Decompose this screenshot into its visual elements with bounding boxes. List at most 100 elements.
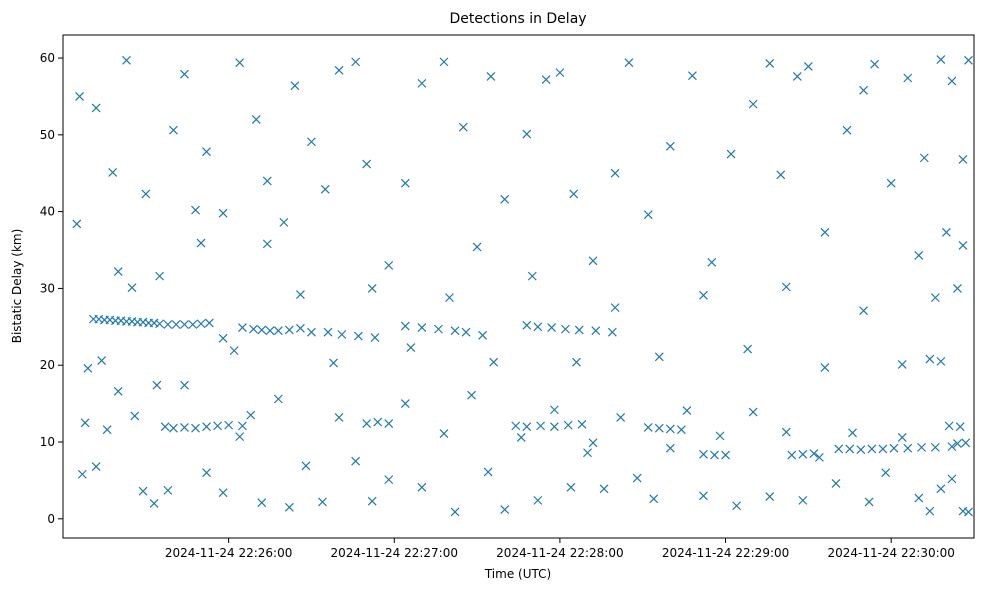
- data-point: [781, 427, 791, 437]
- data-point: [936, 55, 946, 64]
- data-point: [417, 323, 427, 333]
- data-point: [362, 159, 372, 169]
- data-point: [500, 194, 510, 204]
- data-point: [160, 422, 170, 432]
- data-point: [563, 420, 573, 430]
- data-point: [367, 496, 377, 506]
- data-point: [588, 438, 598, 448]
- data-point: [961, 438, 971, 448]
- data-point: [814, 452, 824, 462]
- data-point: [699, 491, 708, 501]
- data-point: [113, 386, 123, 396]
- data-point: [461, 327, 471, 337]
- data-point: [439, 429, 449, 438]
- data-point: [687, 71, 697, 81]
- data-point: [569, 189, 579, 199]
- data-point: [290, 81, 300, 91]
- data-point: [180, 380, 189, 390]
- data-point: [577, 419, 587, 429]
- data-point: [607, 327, 617, 337]
- data-point: [574, 325, 584, 335]
- data-point: [113, 267, 123, 276]
- data-point: [897, 432, 907, 442]
- data-point: [434, 324, 443, 334]
- data-point: [944, 421, 954, 431]
- data-point: [235, 58, 245, 68]
- data-point: [155, 271, 165, 281]
- data-point: [856, 445, 866, 455]
- data-point: [458, 122, 468, 132]
- data-point: [91, 103, 101, 113]
- data-point: [886, 178, 896, 188]
- data-point: [842, 125, 852, 135]
- data-point: [439, 57, 449, 67]
- data-point: [307, 327, 316, 337]
- data-point: [649, 494, 659, 504]
- y-axis-label: Bistatic Delay (km): [10, 229, 24, 344]
- data-point: [188, 320, 198, 329]
- data-point: [218, 488, 228, 498]
- data-point: [180, 320, 189, 329]
- x-axis-ticks: 2024-11-24 22:26:00 2024-11-24 22:27:00 20…: [165, 538, 955, 560]
- x-tick-label: 2024-11-24 22:27:00: [331, 546, 458, 560]
- data-point: [925, 354, 935, 364]
- data-point: [191, 423, 200, 433]
- data-point: [541, 75, 551, 84]
- data-point: [370, 333, 380, 342]
- y-tick-label: 0: [47, 512, 55, 526]
- data-point: [798, 495, 808, 505]
- data-point: [707, 257, 717, 267]
- data-point: [947, 442, 957, 452]
- y-tick-label: 60: [40, 51, 55, 65]
- data-point: [180, 422, 189, 432]
- data-point: [373, 417, 383, 427]
- data-point: [122, 55, 131, 65]
- y-tick-label: 50: [40, 128, 55, 142]
- data-point: [870, 59, 880, 69]
- data-point: [682, 406, 692, 415]
- data-point: [246, 410, 256, 420]
- data-point: [202, 468, 211, 478]
- data-point: [591, 326, 601, 336]
- data-point: [864, 497, 874, 507]
- data-point: [936, 484, 946, 494]
- data-point: [917, 442, 926, 452]
- data-point: [964, 507, 973, 517]
- data-point: [168, 125, 178, 135]
- data-point: [710, 450, 719, 460]
- data-point: [859, 306, 869, 316]
- data-point: [141, 189, 151, 199]
- data-point: [284, 325, 294, 335]
- data-point: [406, 343, 416, 352]
- data-point: [337, 330, 347, 339]
- data-point: [964, 55, 973, 65]
- data-point: [632, 473, 642, 483]
- data-point: [561, 324, 570, 334]
- data-point: [845, 444, 855, 454]
- chart-title: Detections in Delay: [449, 11, 586, 27]
- data-point: [583, 448, 592, 458]
- data-point: [196, 238, 206, 248]
- data-point: [500, 505, 510, 515]
- y-tick-label: 40: [40, 205, 55, 219]
- x-tick-label: 2024-11-24 22:26:00: [165, 546, 292, 560]
- data-point: [334, 413, 344, 422]
- data-point: [533, 495, 543, 505]
- data-point: [527, 271, 537, 281]
- y-tick-label: 20: [40, 358, 55, 372]
- data-point: [765, 58, 775, 68]
- data-point: [941, 227, 951, 237]
- data-point: [279, 217, 289, 227]
- data-point: [102, 425, 112, 435]
- data-point: [224, 420, 234, 430]
- data-point: [566, 482, 576, 492]
- data-point: [925, 506, 935, 516]
- data-point: [889, 443, 899, 453]
- data-point: [249, 324, 258, 334]
- data-point: [958, 154, 968, 164]
- data-point: [130, 411, 140, 421]
- data-point: [809, 449, 819, 458]
- data-point: [257, 498, 267, 508]
- data-point: [77, 469, 87, 479]
- data-point: [218, 333, 228, 343]
